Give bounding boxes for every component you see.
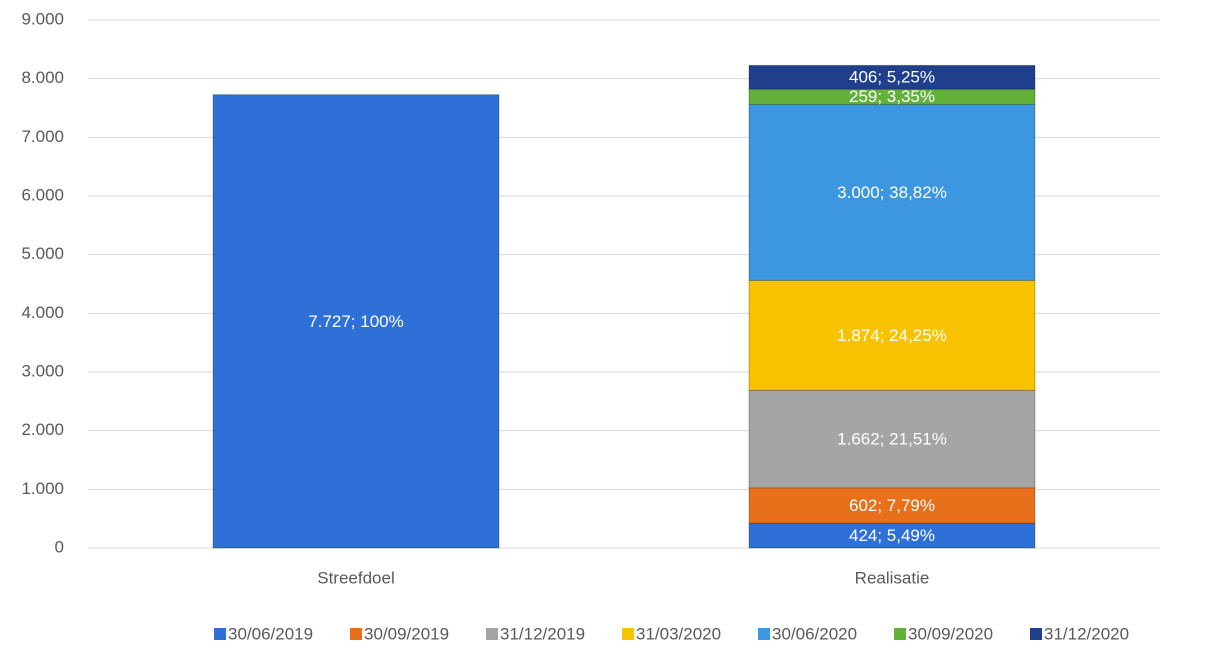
legend-marker xyxy=(1030,628,1042,640)
bar-segment xyxy=(748,487,1036,524)
y-tick-label: 6.000 xyxy=(21,185,64,204)
legend-marker xyxy=(486,628,498,640)
y-tick-label: 1.000 xyxy=(21,479,64,498)
bar-segment xyxy=(748,522,1036,549)
data-label: 1.874; 24,25% xyxy=(837,326,947,345)
data-label: 1.662; 21,51% xyxy=(837,430,947,449)
legend-label: 31/03/2020 xyxy=(636,624,721,643)
data-label: 259; 3,35% xyxy=(849,87,935,106)
bar-segment xyxy=(748,103,1036,281)
bar-segment xyxy=(748,389,1036,489)
legend-label: 31/12/2020 xyxy=(1044,624,1129,643)
legend-marker xyxy=(622,628,634,640)
y-tick-label: 2.000 xyxy=(21,420,64,439)
legend-label: 30/09/2020 xyxy=(908,624,993,643)
legend-label: 30/06/2019 xyxy=(228,624,313,643)
y-tick-label: 8.000 xyxy=(21,68,64,87)
bar-segment xyxy=(212,94,500,549)
data-label: 602; 7,79% xyxy=(849,496,935,515)
y-tick-label: 0 xyxy=(55,537,64,556)
bar-segment xyxy=(748,279,1036,391)
y-tick-label: 5.000 xyxy=(21,244,64,263)
y-tick-label: 9.000 xyxy=(21,9,64,28)
data-label: 7.727; 100% xyxy=(308,312,403,331)
legend-marker xyxy=(894,628,906,640)
y-tick-label: 3.000 xyxy=(21,361,64,380)
legend-marker xyxy=(214,628,226,640)
legend-label: 31/12/2019 xyxy=(500,624,585,643)
legend-label: 30/09/2019 xyxy=(364,624,449,643)
bar-segment xyxy=(748,64,1036,90)
legend-marker xyxy=(350,628,362,640)
legend-label: 30/06/2020 xyxy=(772,624,857,643)
y-tick-label: 4.000 xyxy=(21,303,64,322)
y-tick-label: 7.000 xyxy=(21,127,64,146)
legend-marker xyxy=(758,628,770,640)
x-tick-label: Realisatie xyxy=(855,568,930,587)
data-label: 406; 5,25% xyxy=(849,68,935,87)
data-label: 3.000; 38,82% xyxy=(837,183,947,202)
x-tick-label: Streefdoel xyxy=(317,568,395,587)
data-label: 424; 5,49% xyxy=(849,526,935,545)
